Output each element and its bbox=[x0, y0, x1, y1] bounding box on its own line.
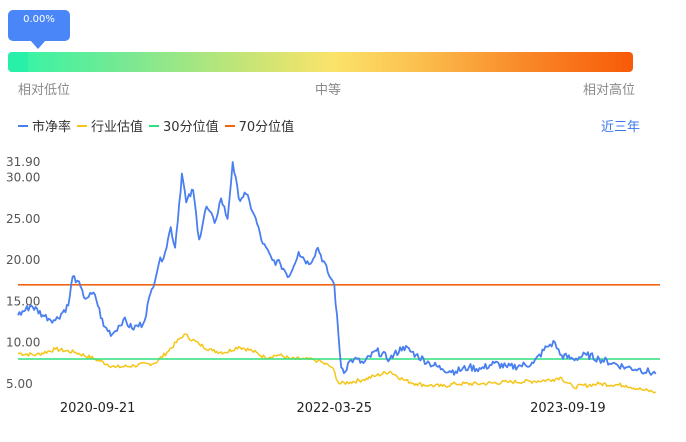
scale-label-low: 相对低位 bbox=[18, 83, 71, 98]
x-tick-label: 2023-09-19 bbox=[530, 401, 606, 416]
legend-swatch-industry bbox=[77, 124, 88, 127]
y-tick-label: 5.00 bbox=[6, 377, 33, 391]
x-tick-label: 2020-09-21 bbox=[60, 401, 136, 416]
legend-swatch-pb bbox=[18, 124, 28, 127]
x-tick-label: 2022-03-25 bbox=[296, 401, 372, 416]
legend-item-p30[interactable]: 30分位值 bbox=[149, 116, 219, 135]
y-tick-label: 31.90 bbox=[6, 155, 40, 169]
scale-label-high: 相对高位 bbox=[583, 83, 636, 98]
legend-swatch-p70 bbox=[224, 124, 235, 127]
y-tick-label: 30.00 bbox=[6, 171, 40, 185]
series-line-industry bbox=[17, 333, 657, 394]
range-selector[interactable]: 近三年 bbox=[600, 120, 640, 135]
legend-item-pb[interactable]: 市净率 bbox=[18, 116, 71, 135]
legend-item-p70[interactable]: 70分位值 bbox=[224, 116, 295, 135]
chart-legend: 市净率 行业估值 30分位值 70分位值 bbox=[18, 116, 300, 135]
legend-label-industry: 行业估值 bbox=[91, 120, 144, 135]
series-line-pb bbox=[17, 161, 657, 376]
percentile-badge: 0.00% bbox=[8, 10, 70, 49]
legend-swatch-p30 bbox=[149, 124, 160, 127]
y-tick-label: 25.00 bbox=[6, 212, 40, 226]
percentile-value: 0.00% bbox=[23, 14, 55, 25]
percentile-marker[interactable] bbox=[8, 52, 28, 72]
legend-label-p30: 30分位值 bbox=[163, 120, 219, 135]
legend-item-industry[interactable]: 行业估值 bbox=[77, 116, 143, 135]
percentile-gradient-bar bbox=[8, 52, 633, 72]
scale-label-mid: 中等 bbox=[315, 83, 342, 98]
y-tick-label: 10.00 bbox=[6, 336, 40, 350]
legend-label-pb: 市净率 bbox=[32, 120, 72, 135]
legend-label-p70: 70分位值 bbox=[238, 120, 295, 135]
y-tick-label: 20.00 bbox=[6, 253, 40, 267]
